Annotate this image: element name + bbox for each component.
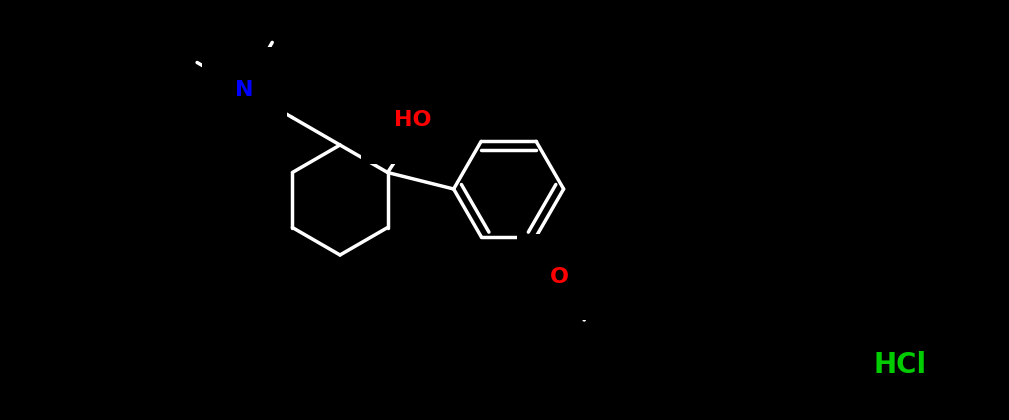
Text: O: O — [550, 267, 569, 287]
Text: HCl: HCl — [874, 351, 926, 379]
Text: HO: HO — [394, 110, 432, 131]
Text: N: N — [235, 80, 254, 100]
